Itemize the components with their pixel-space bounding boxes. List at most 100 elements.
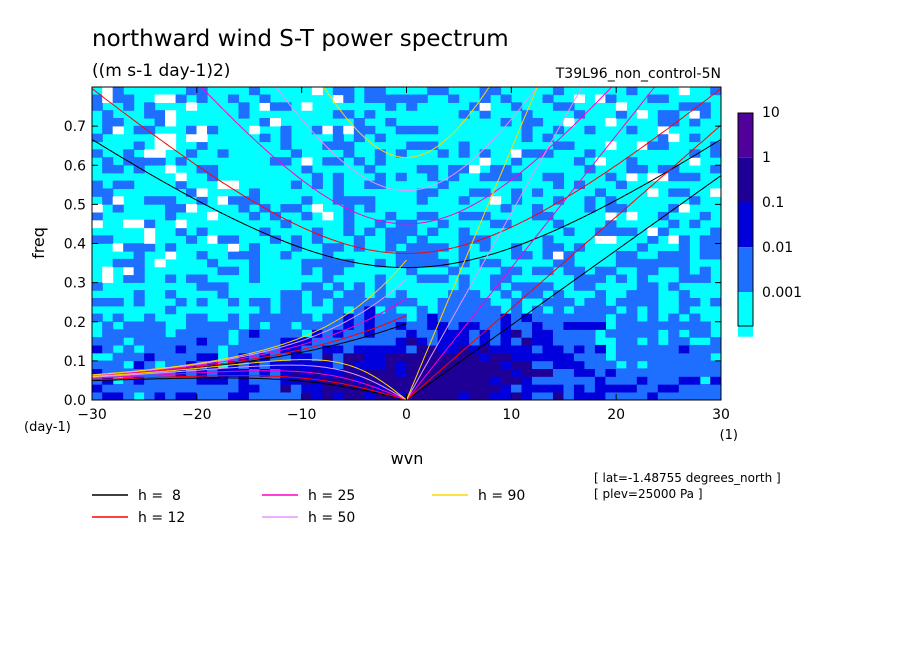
heat-cell-224: [584, 368, 596, 377]
heat-cell-260: [364, 360, 376, 369]
heat-cell-971: [668, 188, 680, 197]
heat-cell-470: [280, 329, 292, 338]
heat-cell-979: [227, 180, 240, 190]
heat-cell-554: [668, 321, 680, 330]
heat-cell-169: [626, 376, 638, 385]
heat-cell-731: [123, 266, 135, 276]
heat-cell-52: [647, 391, 659, 400]
heat-cell-1004: [626, 172, 638, 182]
heat-cell-1125: [584, 125, 596, 135]
heat-cell-357: [227, 344, 240, 354]
heat-cell-463: [196, 329, 208, 338]
note-pressure: [ plev=25000 Pa ]: [594, 487, 703, 501]
heat-cell-256: [322, 360, 334, 369]
heat-cell-15: [259, 391, 271, 400]
heat-cell-195: [280, 368, 292, 377]
heat-cell-811: [165, 243, 177, 252]
heat-cell-49: [615, 391, 627, 400]
note-latitude: [ lat=-1.48755 degrees_north ]: [594, 471, 781, 485]
heat-cell-524: [343, 321, 355, 330]
heat-cell-561: [186, 313, 198, 323]
heat-cell-284: [626, 360, 638, 369]
heat-cell-135: [269, 376, 281, 385]
heat-cell-1175: [511, 102, 523, 111]
heat-cell-237: [92, 360, 103, 369]
heat-cell-872: [605, 227, 617, 236]
heat-cell-12: [227, 391, 240, 400]
heat-cell-537: [479, 321, 491, 330]
y-axis-unit: (day-1): [24, 420, 71, 435]
heat-cell-10: [207, 391, 219, 400]
heat-cell-528: [385, 321, 397, 330]
heat-cell-1196: [385, 94, 397, 103]
heat-cell-1043: [374, 157, 386, 166]
heat-cell-1034: [144, 157, 156, 166]
heat-cell-1184: [112, 94, 124, 103]
x-tick-label-4: 10: [502, 407, 520, 423]
heat-cell-196: [290, 368, 302, 377]
heat-cell-424: [332, 337, 344, 346]
heat-cell-890: [500, 219, 512, 229]
heat-cell-908: [479, 211, 491, 221]
heat-cell-1219: [427, 87, 439, 96]
heat-cell-104: [563, 384, 575, 393]
heat-cell-486: [458, 329, 470, 338]
y-axis-label: freq: [29, 227, 48, 259]
y-tick-label-5: 0.5: [64, 197, 86, 213]
heat-cell-1030: [710, 164, 721, 174]
heat-cell-47: [594, 391, 606, 400]
heat-cell-768: [427, 258, 439, 268]
heat-cell-142: [343, 376, 355, 385]
heat-cell-1044: [479, 157, 491, 166]
heat-cell-164: [573, 376, 586, 385]
heat-cell-304: [248, 352, 261, 362]
heat-cell-124: [154, 376, 166, 385]
heat-cell-821: [427, 243, 439, 252]
heat-cell-40: [521, 391, 533, 400]
heat-cell-115: [678, 384, 690, 393]
heat-cell-710: [165, 274, 177, 283]
heat-cell-343: [668, 352, 680, 362]
heat-cell-452: [668, 337, 680, 346]
heat-cell-813: [248, 243, 261, 252]
heat-cell-1073: [196, 141, 208, 150]
heat-cell-804: [678, 251, 690, 260]
heat-cell-92: [437, 384, 449, 393]
heat-cell-1221: [479, 87, 491, 96]
heat-cell-1041: [332, 157, 344, 166]
heat-cell-918: [175, 204, 187, 213]
heat-cell-622: [605, 305, 617, 315]
heat-cell-322: [437, 352, 449, 362]
heat-cell-516: [227, 321, 240, 330]
heat-cell-871: [594, 227, 606, 236]
heat-cell-487: [469, 329, 481, 338]
heat-cell-209: [427, 368, 439, 377]
heat-cell-596: [615, 313, 627, 323]
heat-cell-138: [301, 376, 313, 385]
heat-cell-683: [626, 290, 638, 299]
legend-label-3: h = 50: [308, 510, 355, 526]
heat-cell-802: [657, 251, 669, 260]
heat-cell-1203: [542, 94, 554, 103]
heat-cell-1188: [175, 94, 187, 103]
heat-cell-605: [332, 305, 344, 315]
heat-cell-369: [353, 344, 365, 354]
heat-cell-796: [521, 251, 533, 260]
heat-cell-112: [647, 384, 659, 393]
heat-cell-738: [332, 266, 344, 276]
heat-cell-795: [511, 251, 523, 260]
heat-cell-942: [238, 196, 250, 205]
heat-cell-411: [186, 337, 198, 346]
heat-cell-572: [343, 313, 355, 323]
heat-cell-298: [175, 352, 187, 362]
heat-cell-632: [227, 297, 240, 307]
heat-cell-83: [343, 384, 355, 393]
heat-cell-480: [395, 329, 407, 338]
heat-cell-157: [500, 376, 512, 385]
heat-cell-130: [217, 376, 229, 385]
heat-cell-436: [458, 337, 470, 346]
heat-cell-65: [154, 384, 166, 393]
heat-cell-155: [479, 376, 491, 385]
heat-cell-386: [532, 344, 544, 354]
heat-cell-1005: [647, 172, 659, 182]
